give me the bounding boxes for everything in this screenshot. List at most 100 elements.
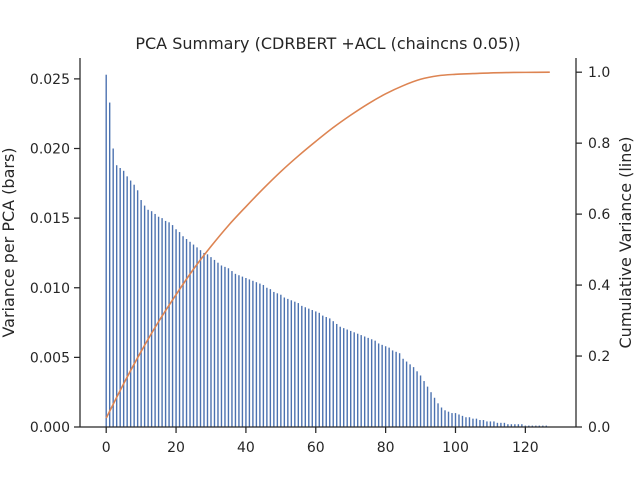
bar-pc-8 <box>133 184 135 427</box>
bar-pc-19 <box>171 225 174 427</box>
bar-pc-11 <box>143 205 146 427</box>
bar-pc-9 <box>136 190 139 427</box>
bar-pc-103 <box>465 417 467 427</box>
bar-pc-35 <box>227 268 230 427</box>
cumulative-variance-line <box>105 71 550 419</box>
bar-pc-41 <box>248 279 251 427</box>
bar-pc-100 <box>454 413 457 427</box>
bar-pc-91 <box>423 381 425 427</box>
y-tick-label: 0.005 <box>30 350 70 366</box>
bar-pc-63 <box>325 317 327 427</box>
bar-pc-69 <box>346 329 348 427</box>
bar-pc-45 <box>262 284 265 427</box>
bar-pc-57 <box>304 307 306 427</box>
bar-pc-51 <box>283 297 286 427</box>
bar-pc-74 <box>363 336 366 427</box>
bar-pc-109 <box>486 421 488 427</box>
y-tick-label: 0.020 <box>30 142 70 158</box>
x-tick-label: 40 <box>237 440 255 456</box>
bar-pc-122 <box>531 425 534 427</box>
bar-pc-53 <box>290 300 293 427</box>
bar-pc-84 <box>398 353 401 427</box>
bar-pc-49 <box>276 293 279 427</box>
bar-pc-102 <box>461 415 464 427</box>
bar-pc-27 <box>199 250 202 427</box>
bar-pc-44 <box>259 283 261 427</box>
bar-pc-48 <box>273 291 275 427</box>
bar-pc-37 <box>234 273 237 427</box>
bar-pc-26 <box>196 247 198 427</box>
bar-pc-71 <box>353 332 355 427</box>
bar-pc-76 <box>370 339 373 427</box>
bar-pc-126 <box>545 425 548 427</box>
bar-pc-107 <box>479 420 481 427</box>
bar-pc-73 <box>360 335 362 427</box>
bar-pc-98 <box>447 411 450 427</box>
bar-pc-92 <box>426 386 429 427</box>
x-axis-ticks: 0 20 40 60 80 100 120 <box>102 427 539 456</box>
bar-pc-104 <box>468 417 471 427</box>
bar-pc-29 <box>206 254 209 427</box>
bar-pc-54 <box>294 301 296 427</box>
bar-pc-94 <box>433 397 436 427</box>
chart-title: PCA Summary (CDRBERT +ACL (chaincns 0.05… <box>135 34 520 53</box>
bar-pc-22 <box>182 236 184 427</box>
bar-pc-115 <box>507 424 509 427</box>
bar-pc-60 <box>315 311 317 427</box>
bar-pc-88 <box>412 367 415 427</box>
bar-pc-82 <box>391 350 394 427</box>
bar-pc-117 <box>514 424 516 427</box>
bar-pc-33 <box>220 265 223 427</box>
bar-pc-46 <box>266 287 268 427</box>
bar-pc-95 <box>437 403 439 427</box>
bar-pc-3 <box>115 165 118 427</box>
bar-pc-83 <box>395 351 397 427</box>
bar-pc-78 <box>377 343 380 427</box>
bar-pc-121 <box>528 425 530 427</box>
bar-pc-85 <box>402 358 404 427</box>
bar-pc-36 <box>231 271 233 427</box>
bar-pc-28 <box>203 252 205 427</box>
bar-pc-16 <box>161 218 163 427</box>
bar-pc-6 <box>126 176 128 427</box>
bar-pc-96 <box>440 407 443 427</box>
bar-pc-112 <box>496 422 499 427</box>
bar-pc-93 <box>430 392 432 427</box>
x-tick-label: 80 <box>377 440 395 456</box>
bar-pc-55 <box>297 303 300 427</box>
bar-pc-18 <box>168 222 170 427</box>
bar-pc-42 <box>252 280 254 427</box>
bar-pc-10 <box>140 200 142 427</box>
bar-pc-12 <box>147 209 149 427</box>
cumulative-line-layer <box>105 71 550 419</box>
y-tick-label: 0.010 <box>30 281 70 297</box>
bar-pc-20 <box>175 229 177 427</box>
y-tick-label: 0.015 <box>30 211 70 227</box>
bar-pc-38 <box>238 275 240 427</box>
bar-pc-21 <box>178 232 181 427</box>
x-tick-label: 100 <box>442 440 469 456</box>
bar-pc-124 <box>538 425 541 427</box>
bar-pc-114 <box>503 422 506 427</box>
bar-pc-67 <box>339 326 341 427</box>
bar-pc-125 <box>542 425 544 427</box>
x-tick-label: 0 <box>102 440 111 456</box>
right-y-axis-ticks: 0.0 0.2 0.4 0.6 0.8 1.0 <box>576 65 610 436</box>
bar-pc-23 <box>185 239 188 427</box>
bar-pc-47 <box>269 289 272 427</box>
bar-pc-58 <box>308 308 310 427</box>
bar-pc-77 <box>374 340 376 427</box>
bar-pc-75 <box>367 337 369 427</box>
right-y-axis-label: Cumulative Variance (line) <box>616 137 635 349</box>
bar-pc-43 <box>255 282 258 427</box>
bar-pc-110 <box>489 421 492 427</box>
bar-pc-99 <box>451 413 453 427</box>
bar-pc-79 <box>381 344 383 427</box>
bar-pc-1 <box>108 102 111 427</box>
bar-pc-5 <box>122 170 125 428</box>
bar-pc-40 <box>245 278 247 427</box>
bars-layer <box>105 74 548 428</box>
bar-pc-89 <box>416 371 418 427</box>
